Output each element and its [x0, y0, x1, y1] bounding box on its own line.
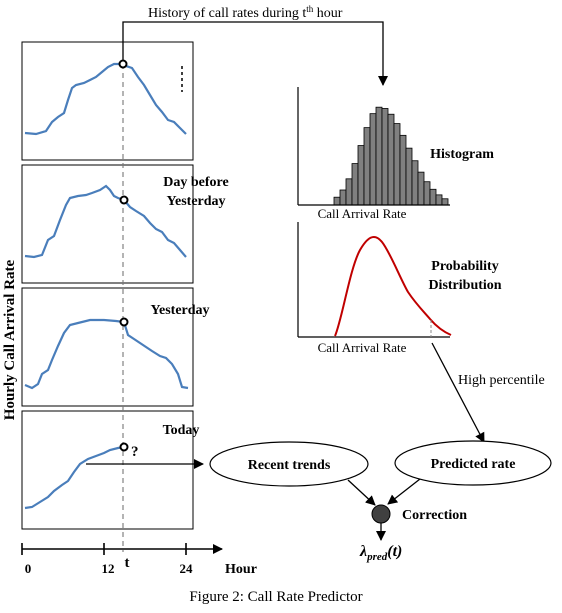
- histogram-bar: [411, 160, 419, 206]
- rate-correction-arrow: [387, 478, 421, 505]
- histogram-bar: [423, 181, 431, 206]
- histogram-bar: [351, 163, 359, 206]
- histogram-bar: [357, 145, 365, 206]
- histogram-bar: [339, 189, 347, 206]
- label-yesterday: Yesterday: [150, 303, 209, 318]
- predicted-rate-node: [394, 440, 552, 486]
- histogram-bar: [333, 196, 341, 206]
- histogram-bar: [429, 188, 437, 206]
- correction-node: [371, 504, 391, 524]
- label-yesterday-line2: Yesterday: [166, 194, 225, 209]
- histogram-bar: [417, 171, 425, 206]
- histogram-bar: [345, 178, 353, 206]
- histogram-bar: [441, 198, 449, 206]
- histogram-bar: [387, 113, 395, 206]
- dist-curve: [334, 235, 452, 337]
- histogram-bar: [369, 113, 377, 206]
- histogram-bar: [381, 108, 389, 206]
- tick-label-0: 0: [25, 561, 32, 576]
- figure-caption: Figure 2: Call Rate Predictor: [189, 589, 362, 605]
- recent-trends-label: Recent trends: [248, 458, 331, 473]
- recent-trends-node: [209, 441, 369, 487]
- panel-yesterday: [21, 287, 194, 407]
- curve-day-before-yesterday: [24, 184, 187, 259]
- dist-title-line2: Distribution: [428, 278, 501, 293]
- curve-today: [24, 445, 125, 510]
- panel-today: [21, 410, 194, 530]
- panel-history: [21, 41, 194, 161]
- correction-label: Correction: [402, 508, 467, 523]
- histogram-bar: [405, 147, 413, 206]
- tick-label-12: 12: [102, 561, 115, 576]
- question-mark: ?: [131, 444, 139, 460]
- histogram-bar: [363, 127, 371, 206]
- histogram-bar: [399, 134, 407, 206]
- dist-xlabel: Call Arrival Rate: [318, 340, 407, 355]
- trend-correction-arrow: [347, 479, 376, 506]
- marker-day-before-yesterday: [119, 195, 129, 205]
- curve-history: [24, 62, 187, 136]
- history-label: History of call rates during tth hour: [148, 4, 343, 21]
- hist-xlabel: Call Arrival Rate: [318, 206, 407, 221]
- hist-title: Histogram: [430, 147, 494, 162]
- histogram-bar: [375, 106, 383, 206]
- label-today: Today: [163, 423, 200, 438]
- t-marker-label: t: [125, 555, 130, 571]
- y-axis-label: Hourly Call Arrival Rate: [2, 259, 18, 420]
- panel-day-before-yesterday: [21, 164, 194, 284]
- marker-today: [119, 442, 129, 452]
- output-lambda: λpred(t): [359, 543, 402, 563]
- label-day-before: Day before: [163, 175, 228, 190]
- curve-yesterday: [24, 318, 189, 390]
- predicted-rate-label: Predicted rate: [431, 457, 516, 472]
- high-percentile-label: High percentile: [458, 373, 545, 388]
- histogram-bar: [435, 194, 443, 206]
- marker-yesterday: [119, 317, 129, 327]
- marker-history: [118, 59, 128, 69]
- histogram-bar: [393, 123, 401, 206]
- hour-axis-label: Hour: [225, 562, 257, 577]
- tick-label-24: 24: [180, 561, 194, 576]
- history-arrow: [122, 21, 388, 86]
- dist-title-line1: Probability: [431, 259, 498, 274]
- high-percentile-arrow: [431, 342, 485, 443]
